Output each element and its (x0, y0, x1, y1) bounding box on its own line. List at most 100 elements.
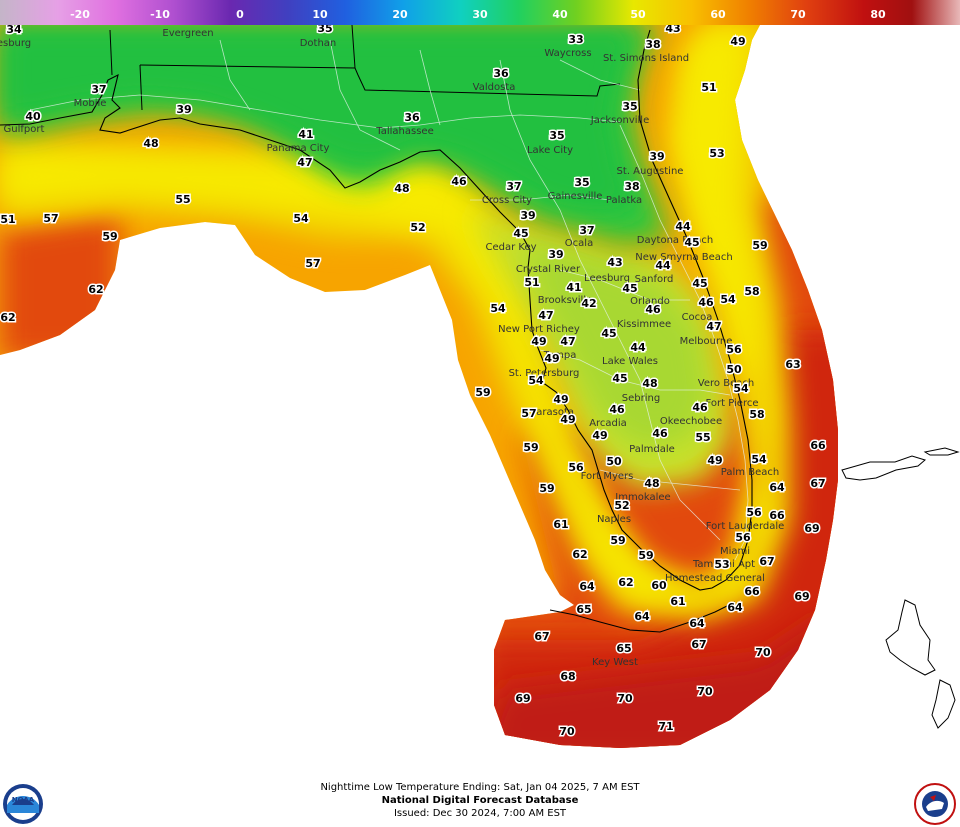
city-label: Naples (597, 514, 631, 525)
temperature-value-label: 51 (0, 213, 15, 226)
temperature-value-label: 45 (612, 372, 627, 385)
city-label: Sebring (622, 393, 660, 404)
city-label: Vero Beach (698, 378, 754, 389)
temperature-value-label: 57 (305, 257, 320, 270)
temperature-value-label: 40 (25, 110, 41, 123)
map-footer: Nighttime Low Temperature Ending: Sat, J… (0, 778, 960, 827)
temperature-labels: 34 35 33 43 38 49 37 36 51 40 39 36 35 41 35 48 53 47 46 39… (0, 25, 827, 740)
temperature-value-label: 70 (697, 685, 713, 698)
city-label: Tamiami Apt (692, 559, 755, 570)
temperature-value-label: 49 (707, 454, 722, 467)
state-borders (109, 25, 621, 111)
temperature-value-label: 58 (744, 285, 759, 298)
temperature-value-label: 36 (404, 111, 420, 124)
city-label: Cedar Key (485, 242, 536, 253)
temperature-value-label: 67 (691, 638, 706, 651)
city-label: St. Simons Island (603, 53, 689, 64)
temperature-value-label: 49 (544, 352, 559, 365)
temperature-value-label: 43 (607, 256, 622, 269)
color-scale-tick-label: 50 (630, 8, 646, 21)
temperature-value-label: 66 (769, 509, 785, 522)
temperature-color-scale: -20 -10 0 10 20 30 40 50 60 70 80 (0, 0, 960, 25)
city-label: Kissimmee (617, 319, 671, 330)
temperature-value-label: 67 (810, 477, 825, 490)
temperature-value-label: 54 (528, 374, 544, 387)
temperature-value-label: 47 (297, 156, 312, 169)
temperature-value-label: 37 (91, 83, 106, 96)
temperature-value-label: 39 (649, 150, 664, 163)
temperature-value-label: 54 (751, 453, 767, 466)
temperature-value-label: 59 (539, 482, 554, 495)
city-label: Lake City (527, 145, 573, 156)
color-scale-tick-label: -10 (150, 8, 170, 21)
city-label: Jacksonville (590, 115, 649, 126)
temperature-value-label: 52 (614, 499, 629, 512)
city-label: Palm Beach (721, 467, 779, 478)
temperature-value-label: 64 (769, 481, 785, 494)
temperature-value-label: 47 (560, 335, 575, 348)
city-label: Arcadia (589, 418, 627, 429)
color-scale-tick-label: 80 (870, 8, 886, 21)
temperature-value-label: 45 (622, 282, 637, 295)
city-label: Gulfport (4, 124, 45, 135)
temperature-value-label: 46 (645, 303, 661, 316)
temperature-value-label: 38 (624, 180, 639, 193)
color-scale-tick-label: 30 (472, 8, 488, 21)
color-scale-tick-label: 70 (790, 8, 806, 21)
temperature-value-label: 56 (735, 531, 751, 544)
temperature-value-label: 39 (548, 248, 563, 261)
temperature-value-label: 58 (749, 408, 764, 421)
temperature-value-label: 62 (618, 576, 633, 589)
temperature-value-label: 43 (665, 25, 680, 35)
city-label: Cocoa (682, 312, 713, 323)
city-label: Gainesville (548, 191, 603, 202)
temperature-value-label: 65 (576, 603, 591, 616)
city-label: Miami (720, 546, 750, 557)
city-label: Immokalee (615, 492, 670, 503)
city-label: esburg (0, 38, 31, 49)
city-label: Evergreen (162, 28, 213, 39)
temperature-value-label: 34 (6, 25, 22, 36)
temperature-value-label: 49 (560, 413, 575, 426)
temperature-value-label: 35 (549, 129, 564, 142)
city-label: Tallahassee (375, 126, 433, 137)
temperature-value-label: 56 (726, 343, 742, 356)
temperature-value-label: 53 (709, 147, 724, 160)
city-label: St. Petersburg (509, 368, 580, 379)
temperature-value-label: 44 (655, 259, 671, 272)
temperature-value-label: 64 (579, 580, 595, 593)
temperature-value-label: 35 (317, 25, 332, 35)
temperature-value-label: 59 (610, 534, 625, 547)
temperature-value-label: 49 (730, 35, 745, 48)
city-label: Waycross (544, 48, 591, 59)
database-title: National Digital Forecast Database (381, 795, 579, 806)
temperature-value-label: 46 (652, 427, 668, 440)
color-scale-tick-label: 40 (552, 8, 568, 21)
temperature-value-label: 45 (692, 277, 707, 290)
temperature-value-label: 48 (642, 377, 657, 390)
temperature-value-label: 37 (579, 224, 594, 237)
temperature-value-label: 54 (293, 212, 309, 225)
city-label: Fort Lauderdale (706, 521, 785, 532)
color-scale-tick-label: 20 (392, 8, 408, 21)
city-label: Fort Pierce (705, 398, 758, 409)
temperature-value-label: 70 (617, 692, 633, 705)
temperature-value-label: 45 (684, 236, 699, 249)
temperature-value-label: 56 (568, 461, 584, 474)
color-scale-tick-label: -20 (70, 8, 90, 21)
temperature-value-label: 51 (701, 81, 716, 94)
city-label: Sanford (635, 274, 674, 285)
temperature-value-label: 42 (581, 297, 596, 310)
temperature-value-label: 67 (534, 630, 549, 643)
city-label: Okeechobee (660, 416, 722, 427)
city-label: Orlando (630, 296, 670, 307)
temperature-value-label: 60 (651, 579, 667, 592)
temperature-value-label: 47 (706, 320, 721, 333)
temperature-value-label: 64 (689, 617, 705, 630)
temperature-value-label: 41 (298, 128, 313, 141)
city-label: Melbourne (680, 336, 733, 347)
bahamas-islands (841, 447, 960, 729)
temperature-value-label: 55 (695, 431, 710, 444)
temperature-value-label: 67 (759, 555, 774, 568)
temperature-value-label: 46 (698, 296, 714, 309)
